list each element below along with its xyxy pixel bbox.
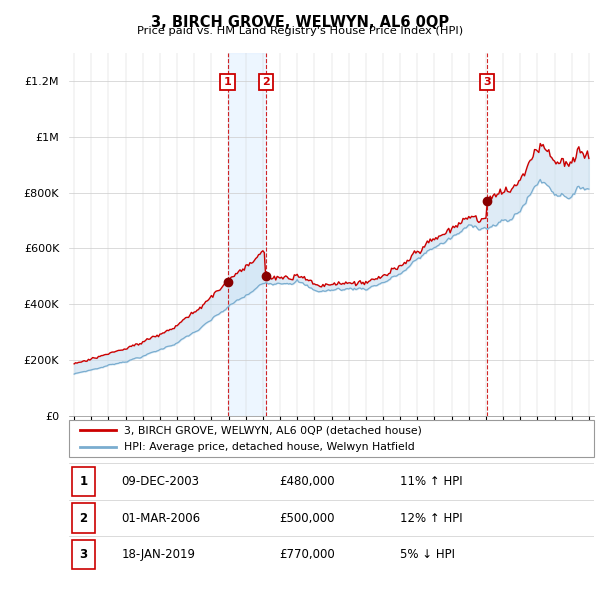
Text: 18-JAN-2019: 18-JAN-2019 [121,548,196,561]
Text: £500,000: £500,000 [279,512,335,525]
Text: 5% ↓ HPI: 5% ↓ HPI [400,548,455,561]
Text: £770,000: £770,000 [279,548,335,561]
Bar [227,53,266,416]
FancyBboxPatch shape [69,420,594,457]
FancyBboxPatch shape [71,503,95,533]
Text: 2: 2 [262,77,269,87]
FancyBboxPatch shape [71,540,95,569]
Text: 3: 3 [79,548,88,561]
Text: 11% ↑ HPI: 11% ↑ HPI [400,475,463,488]
Text: 1: 1 [224,77,232,87]
Text: 3: 3 [483,77,491,87]
Text: 1: 1 [79,475,88,488]
Text: 09-DEC-2003: 09-DEC-2003 [121,475,199,488]
Text: Price paid vs. HM Land Registry's House Price Index (HPI): Price paid vs. HM Land Registry's House … [137,26,463,36]
Text: 3, BIRCH GROVE, WELWYN, AL6 0QP: 3, BIRCH GROVE, WELWYN, AL6 0QP [151,15,449,30]
Text: 3, BIRCH GROVE, WELWYN, AL6 0QP (detached house): 3, BIRCH GROVE, WELWYN, AL6 0QP (detache… [124,425,422,435]
Text: HPI: Average price, detached house, Welwyn Hatfield: HPI: Average price, detached house, Welw… [124,442,415,452]
Text: £480,000: £480,000 [279,475,335,488]
Text: 2: 2 [79,512,88,525]
Text: 12% ↑ HPI: 12% ↑ HPI [400,512,463,525]
Text: 01-MAR-2006: 01-MAR-2006 [121,512,200,525]
FancyBboxPatch shape [71,467,95,496]
